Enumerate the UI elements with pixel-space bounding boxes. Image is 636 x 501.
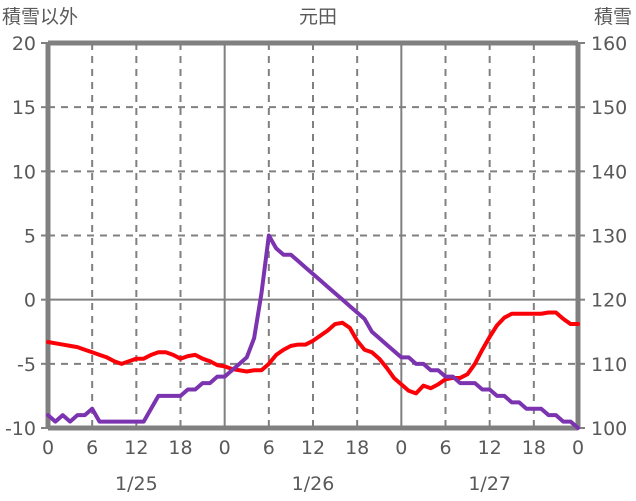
svg-text:130: 130 <box>591 226 627 248</box>
svg-text:120: 120 <box>591 290 627 312</box>
svg-text:150: 150 <box>591 97 627 119</box>
right-axis-title: 積雪 <box>593 6 632 28</box>
svg-text:20: 20 <box>12 33 36 55</box>
svg-text:18: 18 <box>168 437 192 459</box>
svg-text:0: 0 <box>219 437 231 459</box>
data-series <box>46 233 580 430</box>
svg-text:-5: -5 <box>17 354 36 376</box>
left-axis-title: 積雪以外 <box>2 6 79 28</box>
svg-text:6: 6 <box>263 437 275 459</box>
svg-text:0: 0 <box>24 290 36 312</box>
svg-text:6: 6 <box>439 437 451 459</box>
svg-text:18: 18 <box>522 437 546 459</box>
x-axis-tick-labels: 0 6 12 18 0 6 12 18 0 6 12 18 0 <box>42 437 584 459</box>
svg-text:1/25: 1/25 <box>115 473 158 495</box>
svg-text:12: 12 <box>478 437 502 459</box>
svg-text:0: 0 <box>42 437 54 459</box>
chart-title: 元田 <box>298 6 337 28</box>
y2-axis-tick-labels: 100 110 120 130 140 150 160 <box>591 33 627 440</box>
svg-text:140: 140 <box>591 161 627 183</box>
y-axis-tick-labels: -10 -5 0 5 10 15 20 <box>5 33 36 440</box>
svg-text:1/27: 1/27 <box>468 473 511 495</box>
svg-text:-10: -10 <box>5 418 36 440</box>
svg-text:160: 160 <box>591 33 627 55</box>
svg-text:12: 12 <box>124 437 148 459</box>
svg-text:110: 110 <box>591 354 627 376</box>
svg-text:12: 12 <box>301 437 325 459</box>
svg-text:18: 18 <box>345 437 369 459</box>
x-axis-date-labels: 1/25 1/26 1/27 <box>115 473 511 495</box>
gridlines <box>48 43 578 428</box>
svg-text:15: 15 <box>12 97 36 119</box>
plot-frame <box>41 40 585 431</box>
svg-text:5: 5 <box>24 226 36 248</box>
svg-text:0: 0 <box>395 437 407 459</box>
svg-text:0: 0 <box>572 437 584 459</box>
svg-text:100: 100 <box>591 418 627 440</box>
svg-text:1/26: 1/26 <box>292 473 335 495</box>
svg-text:6: 6 <box>86 437 98 459</box>
svg-text:10: 10 <box>12 161 36 183</box>
